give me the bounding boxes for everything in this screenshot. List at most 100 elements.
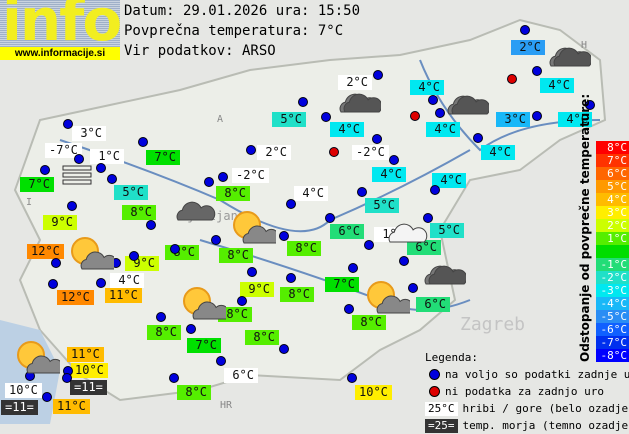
station-temp-label: 11°C [105, 288, 142, 303]
map-label-i: I [26, 197, 32, 208]
map-label-a: A [217, 114, 223, 125]
station-temp-label: 4°C [540, 78, 574, 93]
station-dot-ok[interactable] [107, 174, 117, 184]
station-dot-ok[interactable] [428, 95, 438, 105]
station-dot-ok[interactable] [325, 213, 335, 223]
station-temp-label: 4°C [410, 80, 444, 95]
station-temp-label: 9°C [240, 282, 274, 297]
partly-sunny-icon [180, 286, 226, 326]
legend-mountain: hribi / gore (belo ozadje) [463, 400, 629, 417]
station-temp-label: 10°C [5, 383, 42, 398]
scale-step: -5°C [596, 310, 629, 323]
station-temp-label: 5°C [365, 198, 399, 213]
station-temp-label: 1°C [90, 149, 124, 164]
station-dot-ok[interactable] [430, 185, 440, 195]
station-dot-ok[interactable] [364, 240, 374, 250]
station-temp-label: 4°C [426, 122, 460, 137]
station-temp-label: 7°C [325, 277, 359, 292]
station-dot-ok[interactable] [321, 112, 331, 122]
station-dot-ok[interactable] [169, 373, 179, 383]
fog-icon [62, 165, 92, 189]
station-dot-ok[interactable] [216, 356, 226, 366]
station-dot-ok[interactable] [170, 244, 180, 254]
station-dot-ok[interactable] [40, 165, 50, 175]
station-dot-ok[interactable] [138, 137, 148, 147]
station-dot-ok[interactable] [67, 201, 77, 211]
station-dot-ok[interactable] [204, 177, 214, 187]
scale-step: 3°C [596, 206, 629, 219]
scale-title: Odstopanje od povprečne temperature: [578, 141, 593, 362]
station-dot-ok[interactable] [237, 296, 247, 306]
logo-text: info [2, 0, 120, 46]
station-dot-ok[interactable] [344, 304, 354, 314]
station-dot-ok[interactable] [96, 163, 106, 173]
station-dot-ok[interactable] [399, 256, 409, 266]
overcast-icon [445, 90, 489, 120]
station-dot-ok[interactable] [279, 344, 289, 354]
partly-sunny-icon [230, 210, 276, 250]
station-dot-missing[interactable] [410, 111, 420, 121]
station-dot-ok[interactable] [279, 231, 289, 241]
station-dot-ok[interactable] [435, 108, 445, 118]
station-dot-ok[interactable] [63, 119, 73, 129]
scale-step: 7°C [596, 154, 629, 167]
scale-step: -3°C [596, 284, 629, 297]
legend-title: Legenda: [425, 349, 629, 366]
station-dot-ok[interactable] [347, 373, 357, 383]
station-dot-ok[interactable] [286, 199, 296, 209]
station-dot-ok[interactable] [48, 279, 58, 289]
station-temp-label: 8°C [216, 186, 250, 201]
overcast-icon [547, 42, 591, 72]
station-temp-label: 8°C [287, 241, 321, 256]
station-temp-label: 12°C [27, 244, 64, 259]
station-temp-label: 6°C [224, 368, 258, 383]
station-temp-label: 4°C [330, 122, 364, 137]
station-dot-ok[interactable] [246, 145, 256, 155]
station-dot-ok[interactable] [532, 66, 542, 76]
station-temp-label: 3°C [496, 112, 530, 127]
scale-step: -7°C [596, 336, 629, 349]
station-dot-ok[interactable] [96, 278, 106, 288]
station-dot-ok[interactable] [389, 155, 399, 165]
station-dot-ok[interactable] [532, 111, 542, 121]
station-dot-ok[interactable] [218, 172, 228, 182]
overcast-icon [422, 260, 466, 290]
station-temp-label: 5°C [272, 112, 306, 127]
logo[interactable]: info www.informacije.si [0, 0, 120, 60]
legend-sea-sample: =25= [425, 419, 458, 433]
station-dot-ok[interactable] [211, 235, 221, 245]
station-dot-missing[interactable] [329, 147, 339, 157]
legend-sea: temp. morja (temno ozadje) [463, 417, 629, 434]
station-temp-label: -2°C [232, 168, 269, 183]
station-dot-ok[interactable] [357, 187, 367, 197]
station-dot-ok[interactable] [473, 133, 483, 143]
station-dot-ok[interactable] [156, 312, 166, 322]
station-temp-label: 6°C [416, 297, 450, 312]
station-dot-ok[interactable] [348, 263, 358, 273]
logo-url[interactable]: www.informacije.si [0, 47, 120, 60]
partly-sunny-icon [68, 236, 114, 276]
station-dot-ok[interactable] [129, 251, 139, 261]
source-line: Vir podatkov: ARSO [124, 41, 276, 61]
station-dot-ok[interactable] [247, 267, 257, 277]
scale-step: -2°C [596, 271, 629, 284]
station-dot-ok[interactable] [286, 273, 296, 283]
station-dot-ok[interactable] [146, 220, 156, 230]
station-dot-ok[interactable] [62, 373, 72, 383]
station-dot-ok[interactable] [74, 154, 84, 164]
station-dot-ok[interactable] [373, 70, 383, 80]
legend-mountain-sample: 25°C [425, 402, 458, 416]
station-temp-label: 8°C [245, 330, 279, 345]
station-dot-missing[interactable] [507, 74, 517, 84]
station-dot-ok[interactable] [520, 25, 530, 35]
station-dot-ok[interactable] [51, 258, 61, 268]
station-temp-label: 10°C [355, 385, 392, 400]
scale-step: 1°C [596, 232, 629, 245]
station-dot-ok[interactable] [42, 392, 52, 402]
station-temp-label: 9°C [43, 215, 77, 230]
station-dot-ok[interactable] [372, 134, 382, 144]
map-label-zagreb: Zagreb [460, 314, 525, 335]
station-temp-label: 12°C [57, 290, 94, 305]
station-dot-ok[interactable] [298, 97, 308, 107]
scale-step: 2°C [596, 219, 629, 232]
